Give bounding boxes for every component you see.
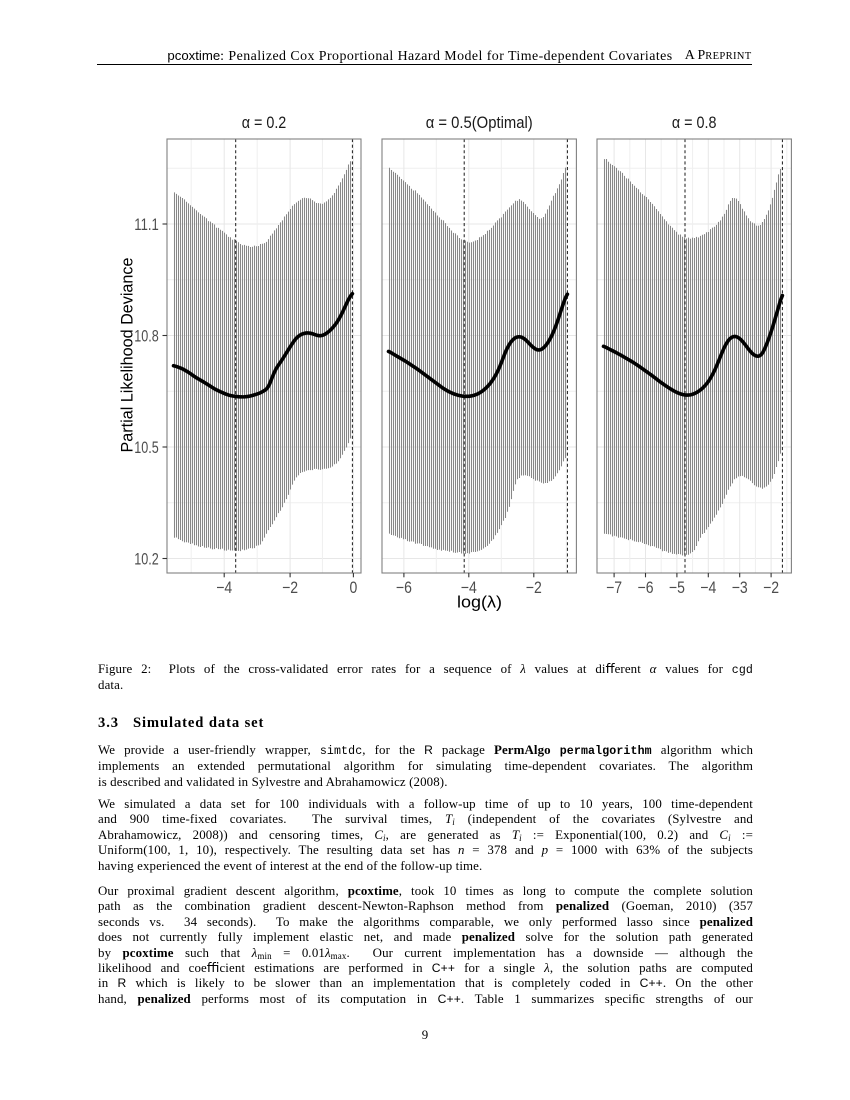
svg-text:−5: −5 (669, 578, 685, 597)
svg-text:−2: −2 (763, 578, 779, 597)
svg-text:11.1: 11.1 (134, 215, 159, 234)
svg-text:−7: −7 (606, 578, 622, 597)
svg-text:0: 0 (350, 578, 358, 597)
svg-text:−4: −4 (461, 578, 477, 597)
svg-text:−4: −4 (700, 578, 716, 597)
svg-text:α = 0.2: α = 0.2 (242, 114, 287, 132)
svg-text:−2: −2 (282, 578, 298, 597)
svg-text:−4: −4 (216, 578, 232, 597)
svg-text:α = 0.5(Optimal): α = 0.5(Optimal) (426, 114, 533, 132)
svg-text:10.2: 10.2 (134, 550, 159, 569)
svg-text:−2: −2 (526, 578, 542, 597)
svg-text:−3: −3 (732, 578, 748, 597)
svg-text:log(λ): log(λ) (457, 592, 502, 611)
svg-text:−6: −6 (638, 578, 654, 597)
svg-text:10.8: 10.8 (134, 327, 159, 346)
svg-text:α = 0.8: α = 0.8 (672, 114, 717, 132)
svg-text:Partial Likelihood Deviance: Partial Likelihood Deviance (117, 258, 136, 453)
svg-text:−6: −6 (396, 578, 412, 597)
svg-text:10.5: 10.5 (134, 438, 159, 457)
